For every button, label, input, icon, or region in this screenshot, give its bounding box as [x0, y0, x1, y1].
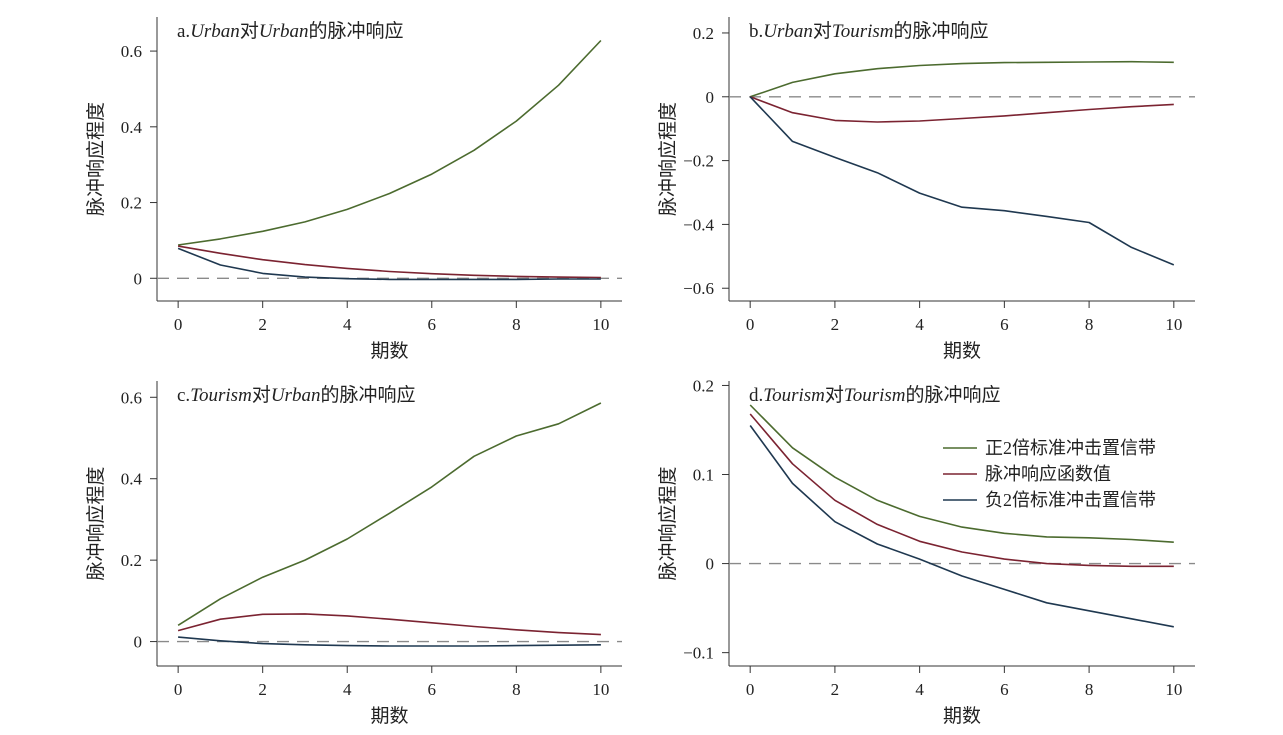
series-line-upper — [177, 39, 602, 246]
x-tick-label: 6 — [428, 315, 437, 334]
x-tick-label: 0 — [746, 680, 755, 699]
legend-label-irf: 脉冲响应函数值 — [985, 464, 1111, 484]
legend-label-upper: 正2倍标准冲击置信带 — [985, 438, 1156, 458]
y-tick-label: 0 — [134, 633, 143, 652]
panel-title-part: 对 — [240, 20, 259, 42]
x-tick-label: 2 — [831, 680, 840, 699]
x-tick-label: 8 — [512, 680, 521, 699]
series-line-upper — [177, 402, 602, 626]
panel-title-part: 的脉冲响应 — [906, 384, 1001, 406]
series-line-irf — [177, 245, 601, 279]
x-tick-label: 8 — [512, 315, 521, 334]
panel-title-part: 对 — [825, 384, 844, 406]
x-tick-label: 8 — [1085, 315, 1094, 334]
y-tick-label: −0.4 — [683, 215, 714, 234]
x-tick-label: 0 — [174, 315, 183, 334]
y-tick-label: 0.1 — [693, 466, 714, 485]
panel-title: b.Urban对Tourism的脉冲响应 — [749, 20, 989, 42]
y-tick-label: 0.6 — [121, 388, 142, 407]
panel-title-part: c. — [177, 385, 190, 406]
panel-title-part: Urban — [271, 385, 321, 406]
series-line-lower — [178, 636, 601, 647]
series-line-lower — [749, 425, 1174, 628]
panel-title-part: 的脉冲响应 — [308, 20, 403, 42]
y-tick-label: 0.4 — [121, 118, 143, 137]
x-tick-label: 4 — [915, 680, 924, 699]
y-tick-label: 0.6 — [121, 42, 142, 61]
series-line-irf — [749, 96, 1174, 123]
panel-title-part: Tourism — [190, 385, 252, 406]
y-tick-label: 0 — [706, 88, 715, 107]
x-tick-label: 6 — [428, 680, 437, 699]
x-tick-label: 6 — [1000, 315, 1009, 334]
x-axis-label: 期数 — [370, 705, 408, 727]
x-tick-label: 10 — [592, 315, 609, 334]
y-axis-label: 脉冲响应程度 — [657, 466, 679, 580]
x-tick-label: 6 — [1000, 680, 1009, 699]
series-line-lower — [177, 247, 601, 281]
series-line-upper — [749, 60, 1174, 98]
y-tick-label: 0 — [134, 269, 143, 288]
panel-title-part: Tourism — [844, 385, 906, 406]
x-tick-label: 4 — [343, 680, 352, 699]
x-tick-label: 0 — [174, 680, 183, 699]
panel-title-part: Urban — [763, 21, 813, 42]
panel-title: c.Tourism对Urban的脉冲响应 — [177, 384, 415, 406]
y-tick-label: −0.2 — [683, 152, 714, 171]
panel-title-part: Urban — [259, 21, 309, 42]
panel-title-part: Tourism — [832, 21, 894, 42]
y-axis-label: 脉冲响应程度 — [85, 466, 107, 580]
x-tick-label: 2 — [831, 315, 840, 334]
series-line-irf — [177, 613, 601, 636]
chart-panel-1: 0 2 4 6 8 1000.20.40.6期数脉冲响应程度a.Urban对Urban的脉… — [85, 17, 622, 362]
y-tick-label: 0.4 — [121, 470, 143, 489]
x-tick-label: 4 — [343, 315, 352, 334]
x-tick-label: 10 — [592, 680, 609, 699]
x-tick-label: 10 — [1165, 680, 1182, 699]
x-tick-label: 8 — [1085, 680, 1094, 699]
x-axis-label: 期数 — [943, 705, 981, 727]
panel-title-part: 对 — [813, 20, 832, 42]
panel-title-part: 的脉冲响应 — [894, 20, 989, 42]
y-tick-label: 0.2 — [121, 551, 142, 570]
x-axis-label: 期数 — [943, 340, 981, 362]
panel-title-part: Urban — [190, 21, 240, 42]
y-axis-label: 脉冲响应程度 — [657, 102, 679, 216]
x-axis-label: 期数 — [370, 340, 408, 362]
y-axis-label: 脉冲响应程度 — [85, 102, 107, 216]
x-tick-label: 0 — [746, 315, 755, 334]
y-tick-label: −0.1 — [683, 644, 714, 663]
panel-title-part: a. — [177, 21, 190, 42]
panel-title-part: Tourism — [763, 385, 825, 406]
chart-panel-4: 0 2 4 6 8 100.20.10−0.1期数脉冲响应程度d.Tourism对Tour… — [657, 376, 1195, 727]
panel-title: d.Tourism对Tourism的脉冲响应 — [749, 384, 1001, 406]
chart-panels: 0 2 4 6 8 1000.20.40.6期数脉冲响应程度a.Urban对Urban的脉… — [85, 17, 1195, 727]
x-tick-label: 2 — [258, 315, 267, 334]
y-tick-label: 0.2 — [693, 24, 714, 43]
y-tick-label: 0.2 — [693, 376, 714, 395]
series-line-irf — [749, 413, 1174, 568]
panel-title-part: 对 — [252, 384, 271, 406]
y-tick-label: 0.2 — [121, 194, 142, 213]
legend-label-lower: 负2倍标准冲击置信带 — [985, 490, 1156, 510]
chart-panel-2: 0 2 4 6 8 10 0.2 0 −0.2 −0.4 −0.6 期数 脉冲响应程度 b.Urban对T… — [657, 17, 1195, 362]
y-tick-label: 0 — [706, 555, 715, 574]
panel-title-part: 的脉冲响应 — [320, 384, 415, 406]
x-tick-label: 10 — [1165, 315, 1182, 334]
series-line-upper — [749, 404, 1174, 543]
y-tick-label: −0.6 — [683, 279, 714, 298]
panel-title-part: b. — [749, 21, 763, 42]
series-line-lower — [749, 96, 1175, 266]
x-tick-label: 4 — [915, 315, 924, 334]
panel-title-part: d. — [749, 385, 763, 406]
x-tick-label: 2 — [258, 680, 267, 699]
panel-title: a.Urban对Urban的脉冲响应 — [177, 20, 403, 42]
chart-panel-3: 0 2 4 6 8 10 0 0.2 0.4 0.6 期数 脉冲响应程度 c.Tourism对Urban… — [85, 381, 622, 727]
